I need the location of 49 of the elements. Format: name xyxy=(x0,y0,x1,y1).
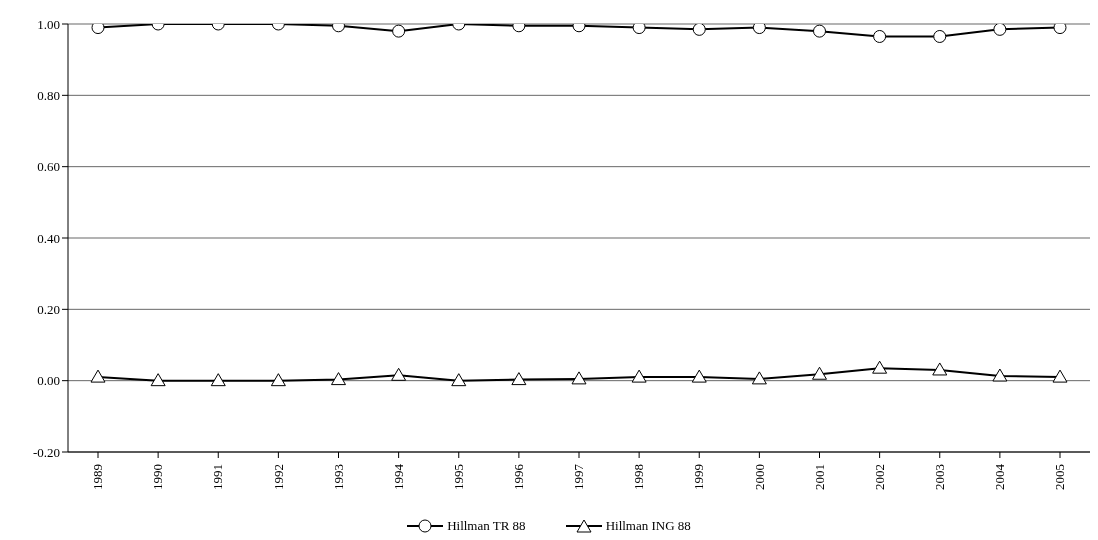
point xyxy=(1053,24,1067,35)
y-tick-label: 0.40 xyxy=(37,230,60,246)
point xyxy=(751,371,767,385)
x-tick-label: 2001 xyxy=(811,464,827,490)
point xyxy=(511,372,527,386)
x-tick-label: 1999 xyxy=(691,464,707,490)
point xyxy=(992,368,1008,382)
x-tick-label: 1994 xyxy=(390,463,406,490)
x-tick-label: 1989 xyxy=(90,464,106,490)
point xyxy=(993,24,1007,36)
x-tick-label: 1991 xyxy=(210,464,226,490)
y-tick-label: -0.20 xyxy=(32,444,60,460)
point xyxy=(150,373,166,387)
point xyxy=(1052,369,1068,383)
x-tick-label: 1990 xyxy=(150,464,166,490)
point xyxy=(391,367,407,381)
y-tick-label: 0.20 xyxy=(37,301,60,317)
x-tick-label: 1993 xyxy=(330,464,346,490)
point xyxy=(451,373,467,387)
x-tick-label: 2003 xyxy=(931,464,947,490)
x-tick-label: 1995 xyxy=(450,464,466,490)
point xyxy=(632,24,646,35)
x-tick-label: 2005 xyxy=(1052,464,1068,490)
x-tick-label: 2002 xyxy=(871,464,887,490)
x-tick-label: 1996 xyxy=(511,463,527,490)
point xyxy=(270,373,286,387)
x-tick-label: 1997 xyxy=(571,463,587,490)
y-tick-label: 1.00 xyxy=(37,16,60,32)
point xyxy=(91,24,105,35)
x-tick-label: 1998 xyxy=(631,464,647,490)
point xyxy=(571,371,587,385)
x-tick-label: 2004 xyxy=(992,463,1008,490)
point xyxy=(692,24,706,36)
y-tick-label: 0.60 xyxy=(37,159,60,175)
legend-label: Hillman TR 88 xyxy=(447,518,526,534)
x-tick-label: 2000 xyxy=(751,464,767,490)
point xyxy=(872,360,888,374)
legend-label: Hillman ING 88 xyxy=(605,518,691,534)
point xyxy=(932,362,948,376)
point xyxy=(90,369,106,383)
point xyxy=(331,372,346,386)
y-tick-label: 0.00 xyxy=(37,373,60,389)
point xyxy=(812,366,827,380)
y-tick-label: 0.80 xyxy=(37,87,60,103)
x-tick-label: 1992 xyxy=(270,464,286,490)
point xyxy=(691,369,707,383)
point xyxy=(631,369,647,383)
point xyxy=(210,373,226,387)
point xyxy=(752,24,766,35)
